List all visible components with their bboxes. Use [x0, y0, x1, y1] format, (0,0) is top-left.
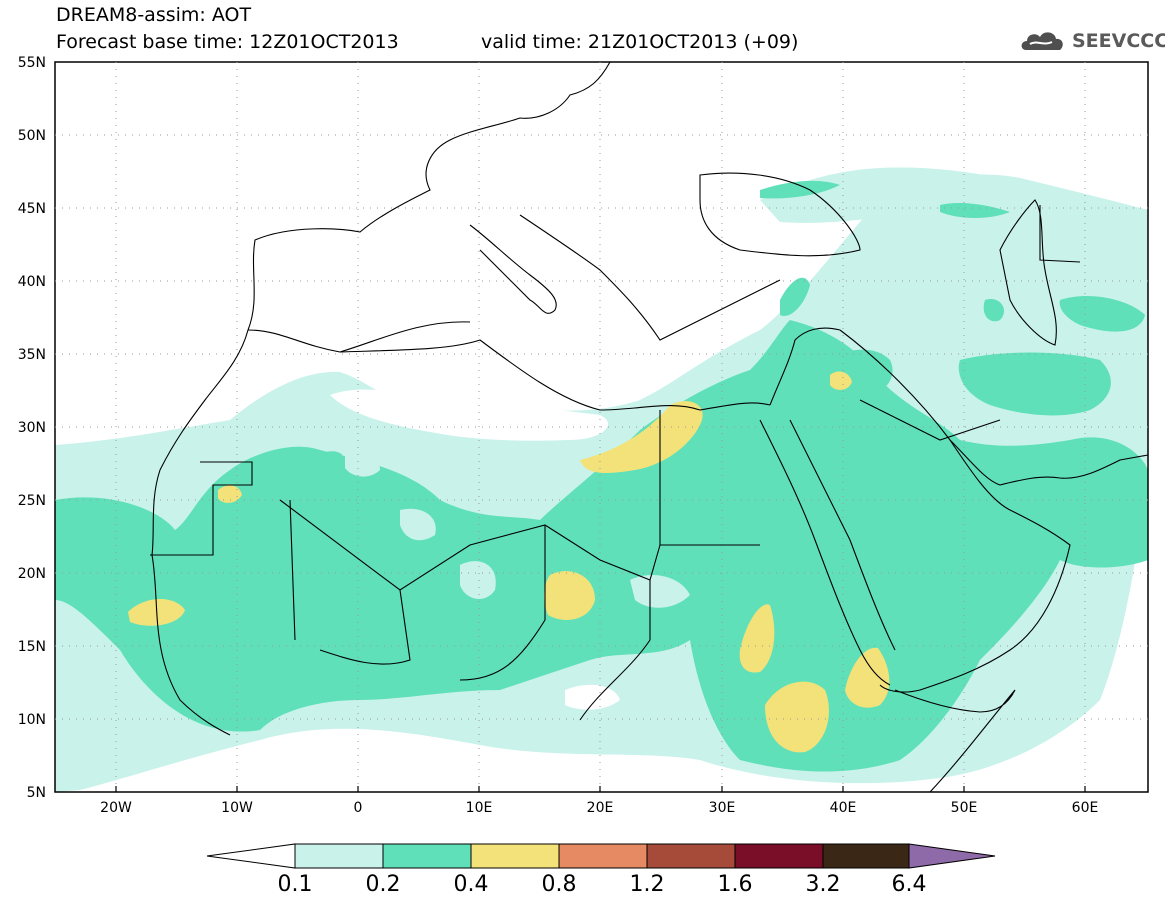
lat-label: 20N	[18, 566, 46, 582]
lon-label: 20W	[100, 800, 132, 816]
lon-label: 50E	[951, 800, 978, 816]
colorbar-label: 6.4	[891, 872, 927, 897]
lon-label: 60E	[1072, 800, 1099, 816]
colorbar	[206, 843, 996, 869]
axis-ticks	[115, 786, 1086, 792]
lat-label: 35N	[18, 347, 46, 363]
colorbar-label: 3.2	[805, 872, 841, 897]
colorbar-label: 0.8	[541, 872, 577, 897]
lat-label: 15N	[18, 639, 46, 655]
lon-label: 20E	[587, 800, 614, 816]
lon-labels: 20W 10W 0 10E 20E 30E 40E 50E 60E	[100, 800, 1098, 816]
colorbar-label: 1.6	[717, 872, 753, 897]
map-title: DREAM8-assim: AOT	[56, 4, 252, 26]
colorbar-box	[558, 843, 648, 869]
lat-label: 45N	[18, 201, 46, 217]
colorbar-high-arrow	[908, 843, 996, 869]
logo-text: SEEVCCC	[1072, 30, 1165, 52]
colorbar-label: 0.4	[453, 872, 489, 897]
colorbar-box	[294, 843, 384, 869]
lat-label: 50N	[18, 128, 46, 144]
lon-label: 10W	[221, 800, 253, 816]
aot-fields	[55, 167, 1148, 792]
seevccc-logo	[1018, 24, 1158, 58]
colorbar-box	[734, 843, 824, 869]
coastlines	[150, 62, 1148, 792]
graticule	[55, 62, 1148, 792]
colorbar-label: 0.1	[277, 872, 313, 897]
colorbar-label: 1.2	[629, 872, 665, 897]
lat-label: 55N	[18, 55, 46, 71]
lon-label: 40E	[830, 800, 857, 816]
lat-label: 30N	[18, 420, 46, 436]
colorbar-box	[646, 843, 736, 869]
valid-time: valid time: 21Z01OCT2013 (+09)	[481, 31, 799, 53]
lat-label: 25N	[18, 493, 46, 509]
colorbar-label: 0.2	[365, 872, 401, 897]
lon-label: 10E	[466, 800, 493, 816]
lat-label: 5N	[27, 785, 46, 801]
colorbar-box	[382, 843, 472, 869]
lat-label: 40N	[18, 274, 46, 290]
lon-label: 0	[354, 800, 363, 816]
colorbar-box	[822, 843, 910, 869]
lat-labels: 5N 10N 15N 20N 25N 30N 35N 40N 45N 50N 5…	[18, 55, 46, 801]
lon-label: 30E	[709, 800, 736, 816]
colorbar-box	[470, 843, 560, 869]
cloud-icon	[1021, 32, 1063, 50]
colorbar-low-arrow	[206, 843, 296, 869]
lat-label: 10N	[18, 712, 46, 728]
forecast-base-time: Forecast base time: 12Z01OCT2013	[56, 31, 399, 53]
